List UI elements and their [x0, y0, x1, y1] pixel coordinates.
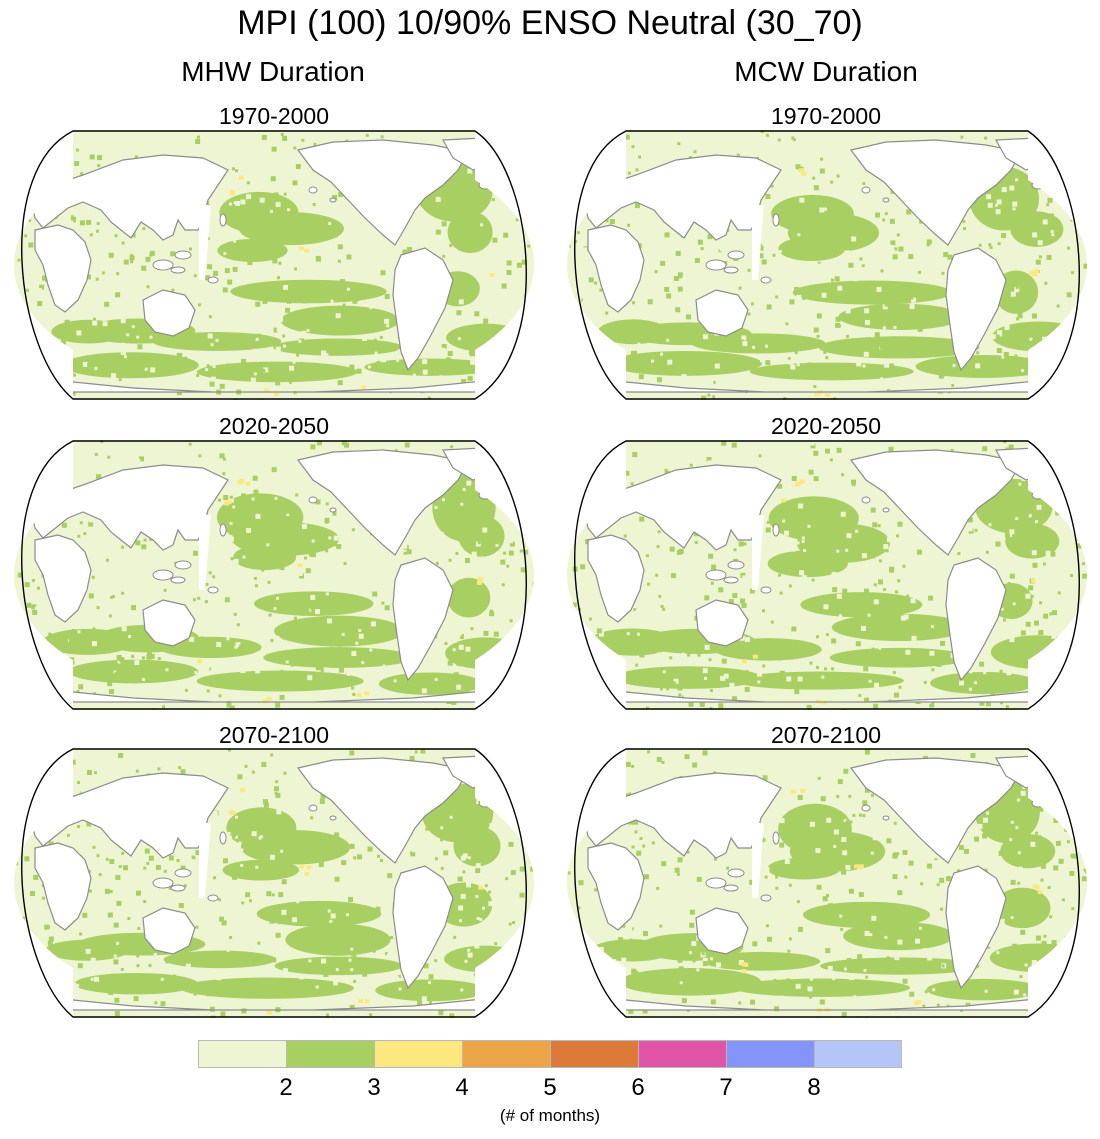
colorbar-box-3: [374, 1040, 463, 1068]
colorbar-tick-7: 7: [719, 1074, 733, 1101]
map-mhw-2070: [14, 748, 534, 1018]
colorbar-box-6: [638, 1040, 727, 1068]
figure-title: MPI (100) 10/90% ENSO Neutral (30_70): [237, 4, 863, 42]
panel-title-mcw-1970: 1970-2000: [771, 103, 881, 129]
colorbar-tick-4: 4: [455, 1074, 469, 1101]
colorbar-tick-2: 2: [279, 1074, 293, 1101]
colorbar-tick-8: 8: [807, 1074, 821, 1101]
column-title-mcw: MCW Duration: [734, 56, 918, 87]
colorbar-unit-label: (# of months): [499, 1106, 601, 1125]
map-mcw-2020: [567, 440, 1087, 710]
colorbar-box-8: [814, 1040, 902, 1068]
map-mhw-1970: [14, 130, 534, 400]
panel-title-mhw-2020: 2020-2050: [219, 413, 329, 439]
colorbar: [198, 1040, 902, 1070]
colorbar-box-1: [198, 1040, 287, 1068]
colorbar-tick-5: 5: [543, 1074, 557, 1101]
colorbar-box-7: [726, 1040, 815, 1068]
panel-title-mcw-2020: 2020-2050: [771, 413, 881, 439]
map-mcw-2070: [567, 748, 1087, 1018]
colorbar-tick-6: 6: [631, 1074, 645, 1101]
panel-title-mhw-1970: 1970-2000: [219, 103, 329, 129]
panel-title-mhw-2070: 2070-2100: [219, 722, 329, 748]
panel-title-mcw-2070: 2070-2100: [771, 722, 881, 748]
colorbar-box-4: [462, 1040, 551, 1068]
colorbar-box-2: [286, 1040, 375, 1068]
column-title-mhw: MHW Duration: [181, 56, 365, 87]
map-mcw-1970: [567, 130, 1087, 400]
map-mhw-2020: [14, 440, 534, 710]
colorbar-box-5: [550, 1040, 639, 1068]
colorbar-tick-3: 3: [367, 1074, 381, 1101]
